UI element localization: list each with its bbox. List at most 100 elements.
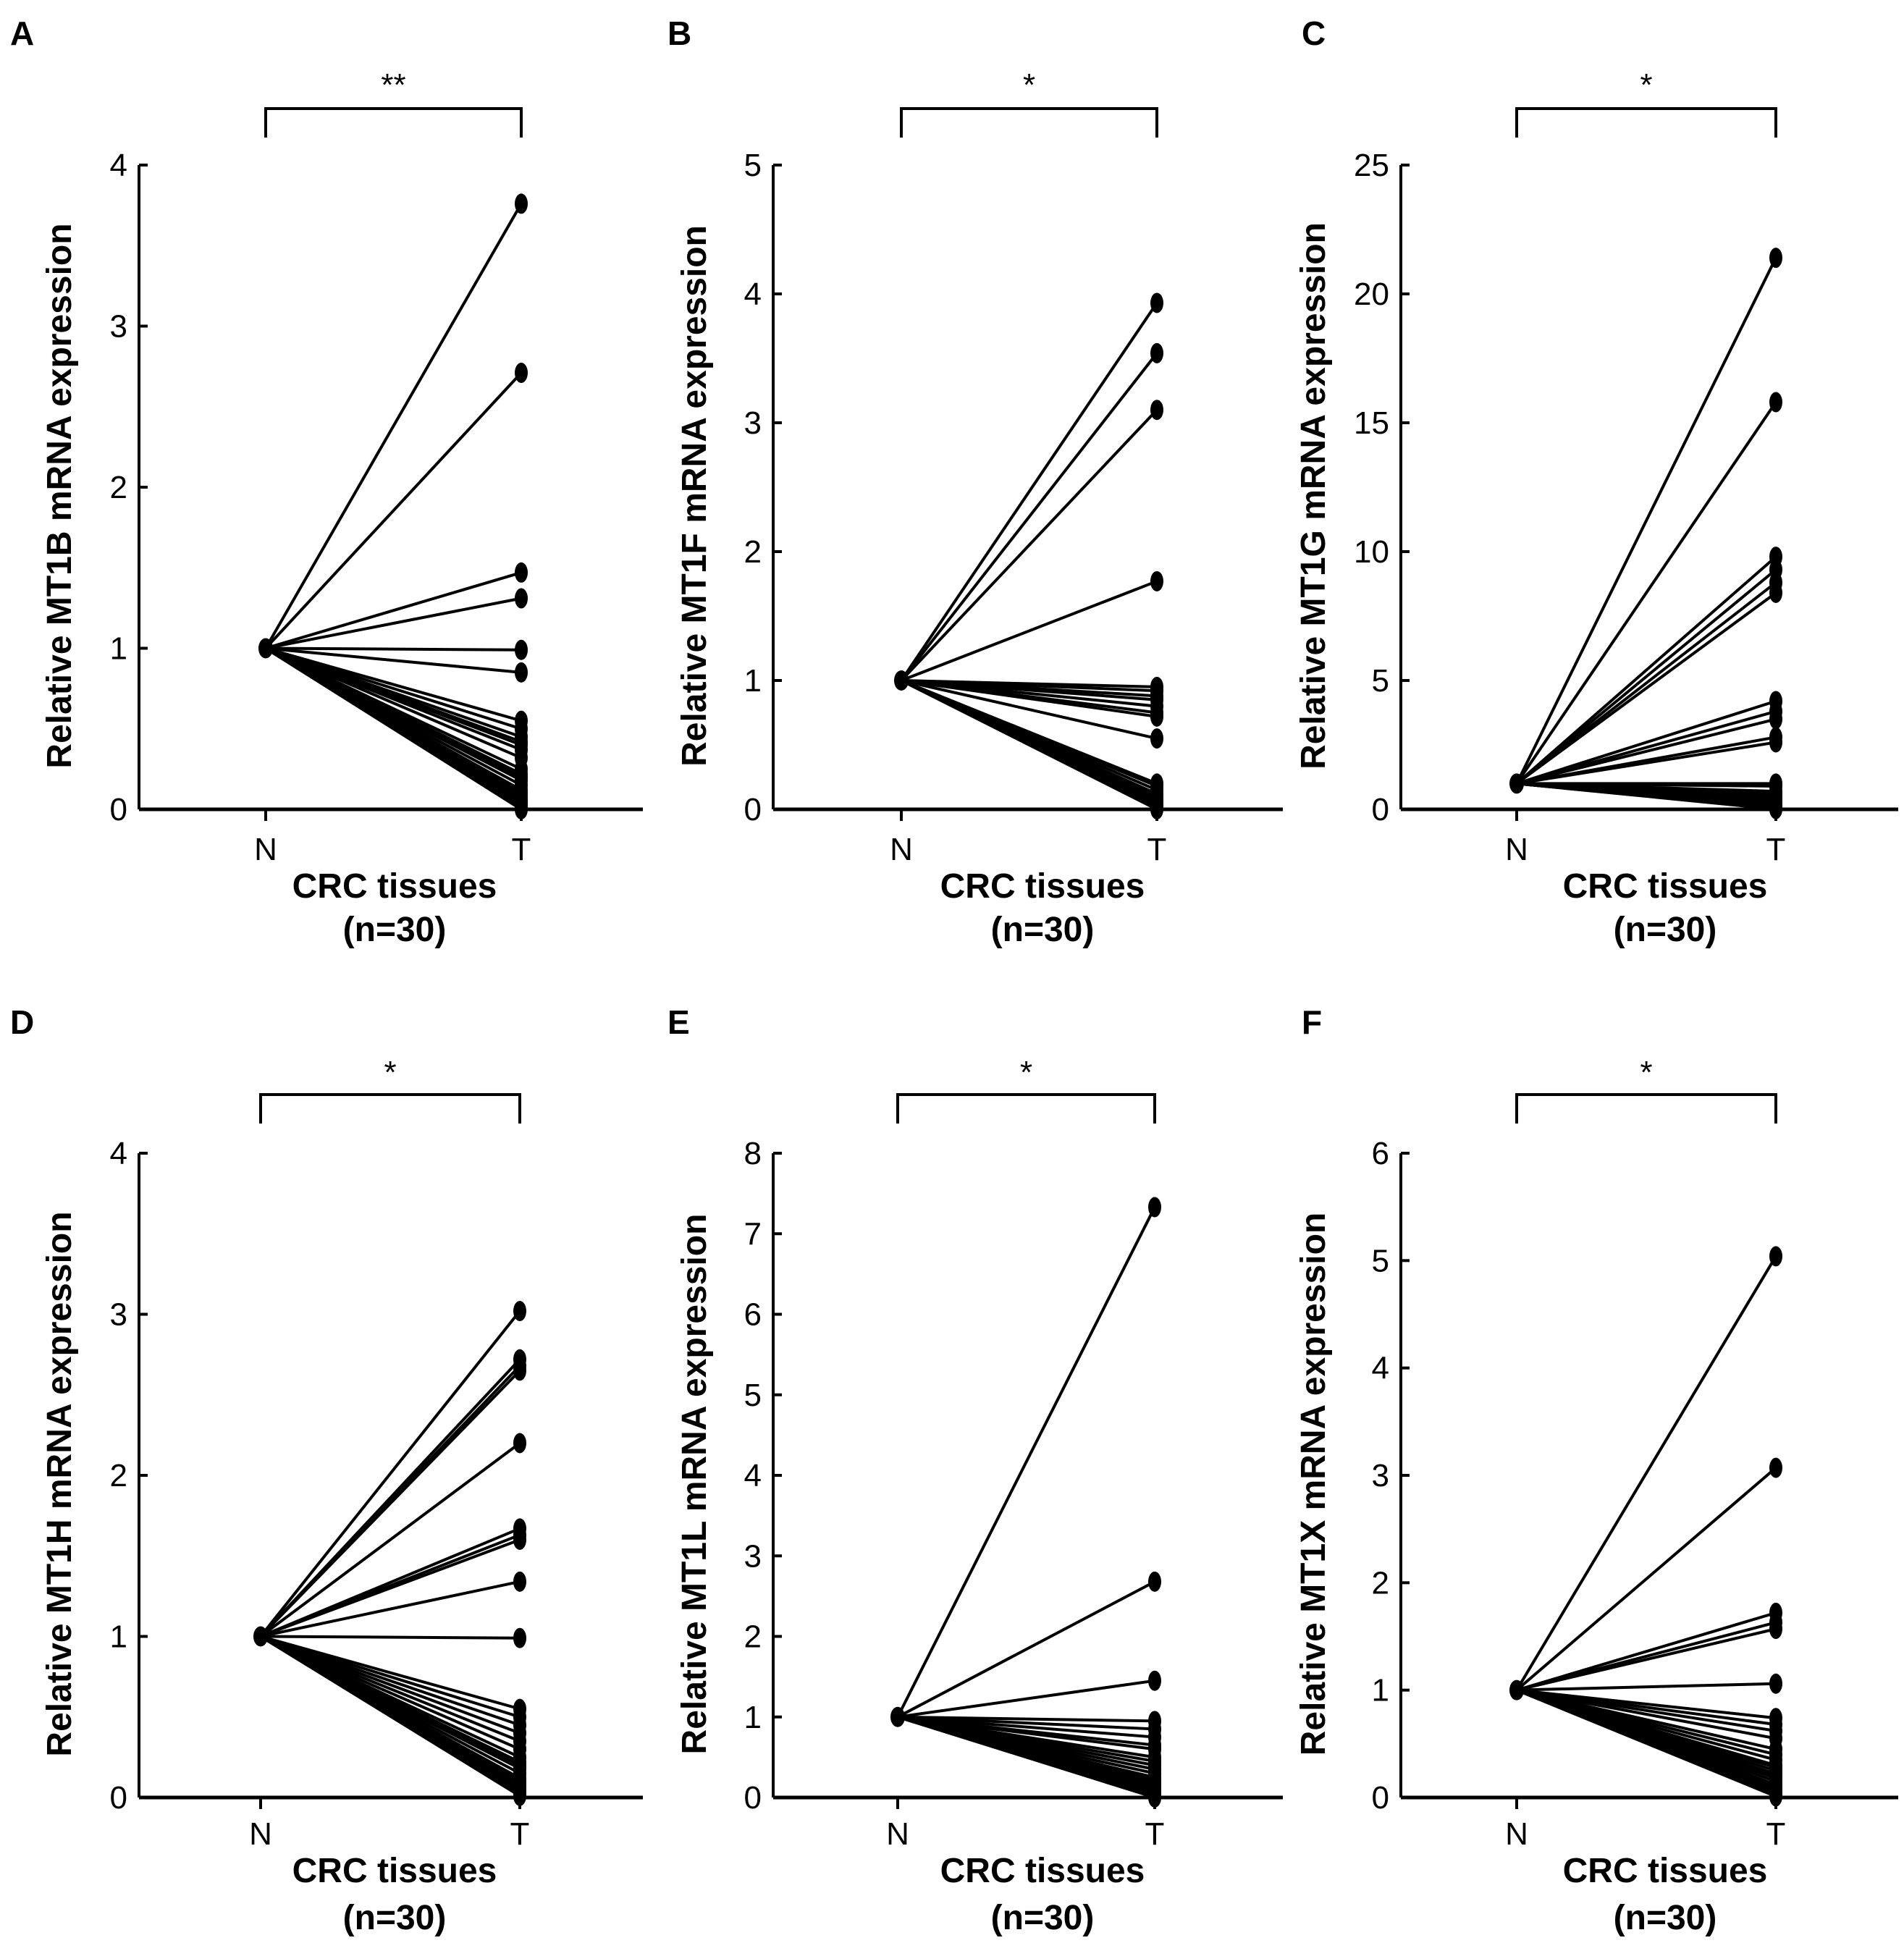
- normal-point: [1509, 1679, 1524, 1700]
- y-tick-label: 20: [1354, 277, 1389, 312]
- y-tick-label: 2: [1372, 1565, 1389, 1601]
- y-tick-label: 3: [110, 1297, 127, 1333]
- x-tick-label: T: [1147, 832, 1167, 867]
- paired-line: [260, 1635, 521, 1640]
- y-tick-label: 5: [744, 1378, 762, 1413]
- paired-line: [259, 1369, 521, 1638]
- paired-line: [1516, 1688, 1777, 1798]
- paired-line: [897, 1679, 1155, 1719]
- tumor-point: [1150, 400, 1163, 421]
- y-tick-label: 4: [110, 148, 127, 183]
- tumor-point: [1769, 1673, 1782, 1694]
- x-axis-sample-size: (n=30): [991, 911, 1095, 949]
- y-tick-label: 2: [110, 1458, 127, 1493]
- tumor-point: [513, 1433, 526, 1454]
- normal-point: [253, 1626, 268, 1647]
- panel-letter: B: [667, 14, 691, 52]
- x-axis-sample-size: (n=30): [343, 911, 447, 949]
- panel-letter: F: [1302, 1003, 1322, 1041]
- paired-line: [265, 646, 522, 759]
- tumor-point: [515, 662, 528, 683]
- tumor-point: [515, 588, 528, 609]
- paired-line: [897, 1715, 1155, 1799]
- tumor-point: [515, 639, 528, 660]
- x-tick-label: T: [510, 1816, 530, 1852]
- tumor-point: [1150, 292, 1163, 313]
- paired-line: [1516, 741, 1777, 785]
- y-tick-label: 8: [744, 1136, 762, 1171]
- y-tick-label: 10: [1354, 534, 1389, 570]
- y-tick-label: 0: [744, 792, 762, 827]
- tumor-point: [1769, 392, 1782, 413]
- significance-bracket: [1515, 107, 1777, 138]
- tumor-point: [1150, 570, 1163, 591]
- paired-line: [1515, 257, 1777, 785]
- paired-line: [1516, 1611, 1777, 1692]
- paired-line: [259, 1310, 521, 1638]
- tumor-point: [1769, 732, 1782, 753]
- paired-line: [901, 679, 1158, 741]
- paired-line: [265, 646, 522, 674]
- tumor-point: [515, 562, 528, 583]
- tumor-point: [1769, 1457, 1782, 1478]
- y-axis-label: Relative MT1G mRNA expression: [1294, 222, 1333, 770]
- significance-marker: *: [1640, 67, 1652, 103]
- x-axis-label: CRC tissues: [940, 1852, 1145, 1890]
- normal-point: [258, 638, 273, 659]
- paired-line: [1516, 1682, 1777, 1692]
- paired-line: [900, 352, 1158, 682]
- significance-bracket: [1515, 1093, 1777, 1124]
- x-axis-label: CRC tissues: [292, 1852, 497, 1890]
- normal-point: [890, 1706, 905, 1727]
- y-tick-label: 7: [744, 1216, 762, 1252]
- x-axis-sample-size: (n=30): [1614, 911, 1717, 949]
- paired-line: [901, 580, 1158, 682]
- paired-line: [260, 1580, 521, 1638]
- y-tick-label: 0: [110, 1780, 127, 1816]
- paired-line: [265, 571, 522, 650]
- paired-line: [1515, 555, 1777, 785]
- x-axis-sample-size: (n=30): [1614, 1899, 1717, 1937]
- y-tick-label: 0: [1372, 792, 1389, 827]
- x-tick-label: N: [254, 832, 277, 867]
- y-tick-label: 5: [1372, 1243, 1389, 1278]
- y-tick-label: 2: [744, 1619, 762, 1655]
- significance-marker: **: [381, 67, 405, 103]
- paired-line: [1516, 699, 1777, 785]
- y-tick-label: 2: [110, 470, 127, 505]
- y-axis-label: Relative MT1F mRNA expression: [675, 225, 714, 767]
- tumor-point: [513, 1301, 526, 1322]
- paired-line: [264, 203, 523, 649]
- tumor-point: [1148, 1670, 1161, 1691]
- x-axis-label: CRC tissues: [1563, 1852, 1768, 1890]
- y-tick-label: 0: [744, 1780, 762, 1816]
- y-tick-label: 4: [110, 1136, 127, 1171]
- paired-line: [1516, 782, 1777, 811]
- paired-line: [259, 1635, 521, 1797]
- paired-line: [1516, 717, 1777, 785]
- tumor-point: [1150, 799, 1163, 819]
- tumor-point: [1150, 728, 1163, 749]
- tumor-point: [1150, 342, 1163, 363]
- tumor-point: [1769, 709, 1782, 730]
- x-axis-label: CRC tissues: [940, 867, 1145, 906]
- significance-marker: *: [384, 1055, 396, 1090]
- y-tick-label: 3: [110, 309, 127, 345]
- panel-a: A 0 1 2 3 4 N T CRC tissues (n=30) Relative MT1B m…: [10, 14, 643, 949]
- x-tick-label: N: [249, 1816, 272, 1852]
- y-tick-label: 5: [1372, 663, 1389, 699]
- significance-marker: *: [1023, 67, 1035, 103]
- y-tick-label: 1: [1372, 1673, 1389, 1708]
- tumor-point: [515, 193, 528, 214]
- normal-point: [894, 670, 909, 691]
- y-tick-label: 3: [744, 1538, 762, 1574]
- x-axis-sample-size: (n=30): [991, 1899, 1095, 1937]
- significance-marker: *: [1640, 1055, 1652, 1090]
- y-tick-label: 6: [744, 1297, 762, 1333]
- paired-line: [1515, 401, 1777, 785]
- y-tick-label: 25: [1354, 148, 1389, 183]
- x-axis-sample-size: (n=30): [343, 1899, 447, 1937]
